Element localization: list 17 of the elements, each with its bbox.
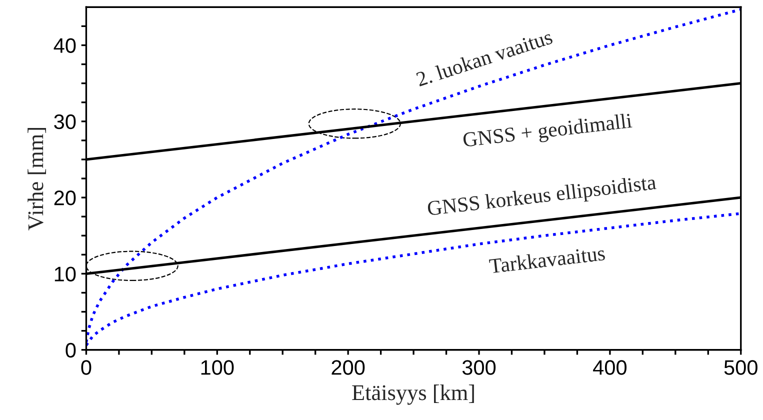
text: GNSS korkeus ellipsoidista <box>427 174 657 220</box>
y-axis-title: Virhe [mm] <box>28 128 46 230</box>
text: 2. luokan vaaitus <box>415 29 554 87</box>
x-tick-label: 500 <box>724 360 758 375</box>
x-axis-title: Etäisyys [km] <box>352 384 474 405</box>
y-tick-label: 10 <box>54 266 76 282</box>
x-tick-label: 400 <box>593 360 627 375</box>
y-tick-label: 0 <box>66 342 76 358</box>
x-tick-label: 0 <box>81 360 92 375</box>
x-tick-label: 200 <box>332 360 365 375</box>
y-tick-label: 20 <box>54 190 76 206</box>
text: GNSS + geoidimalli <box>462 112 633 152</box>
text: Tarkkavaaitus <box>488 246 606 274</box>
y-tick-label: 40 <box>54 38 76 53</box>
y-tick-label: 30 <box>54 114 76 130</box>
x-tick-label: 100 <box>201 360 234 375</box>
x-tick-label: 300 <box>462 360 496 375</box>
